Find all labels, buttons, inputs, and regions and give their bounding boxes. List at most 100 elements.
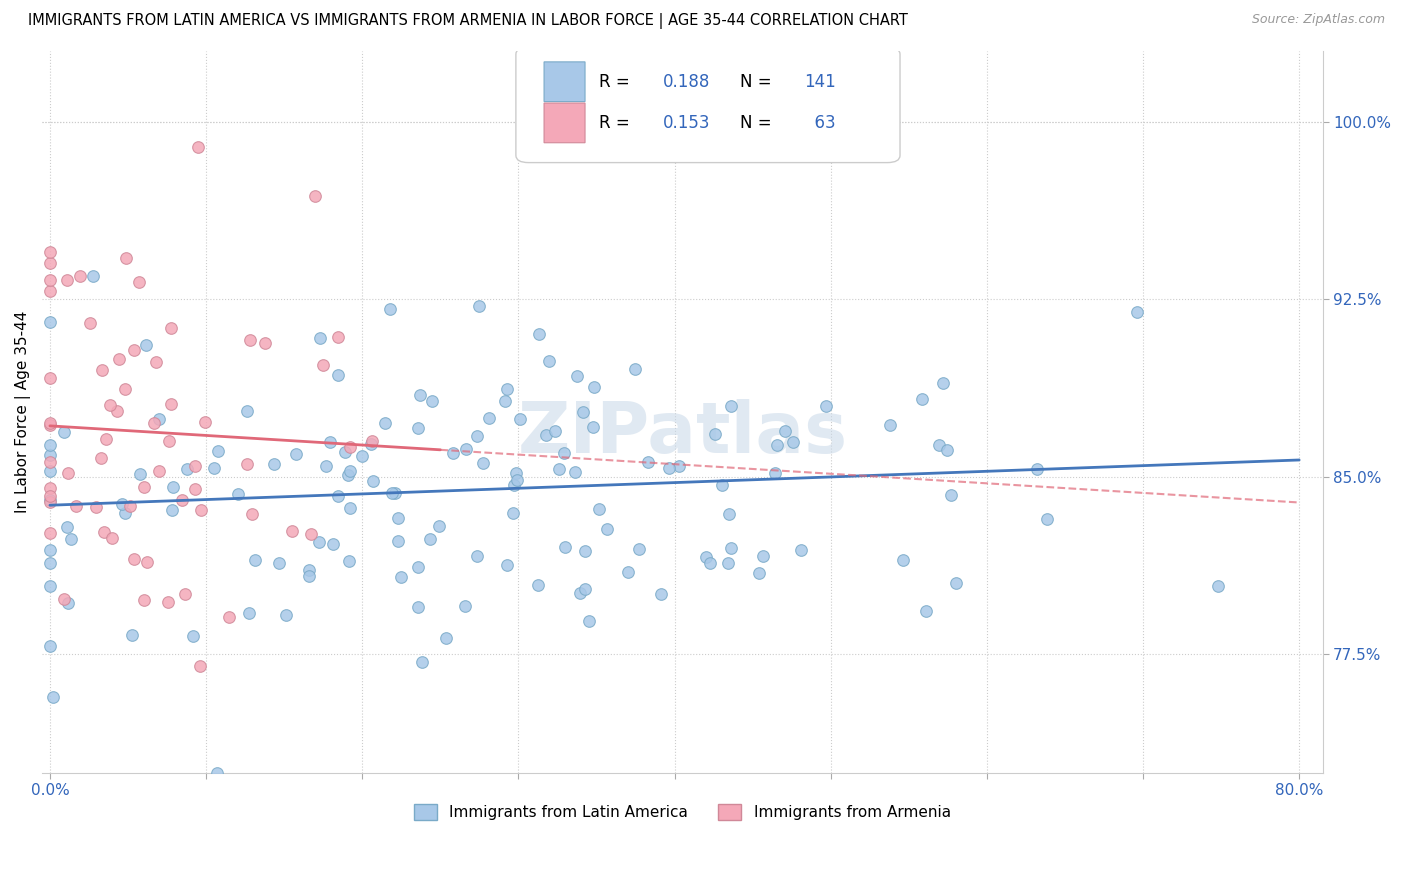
Point — [478, 411, 501, 425]
Point — [509, 412, 531, 426]
Point — [160, 503, 183, 517]
Point — [928, 438, 950, 452]
Point — [748, 566, 770, 581]
Point — [720, 541, 742, 555]
Point — [406, 421, 429, 435]
Point — [298, 568, 321, 582]
Point — [53, 425, 76, 440]
Point — [160, 321, 183, 335]
Point — [534, 427, 557, 442]
Point — [893, 553, 915, 567]
Point — [42, 690, 65, 704]
Point — [121, 628, 143, 642]
Point — [527, 327, 550, 342]
Point — [114, 506, 136, 520]
Point — [752, 549, 775, 563]
Point — [454, 442, 477, 457]
Point — [187, 140, 209, 154]
Point — [226, 487, 249, 501]
Point — [39, 640, 62, 654]
Point — [56, 596, 79, 610]
Point — [333, 445, 356, 459]
Point — [564, 465, 586, 479]
Point — [129, 467, 152, 481]
Text: N =: N = — [740, 73, 778, 91]
Point — [384, 486, 406, 500]
Point — [1036, 512, 1059, 526]
Point — [574, 582, 596, 596]
Point — [339, 500, 361, 515]
Point — [145, 354, 167, 368]
Point — [914, 604, 936, 618]
Point — [56, 273, 79, 287]
Point — [39, 455, 62, 469]
Point — [427, 518, 450, 533]
Point — [281, 524, 304, 538]
Point — [39, 370, 62, 384]
Point — [717, 556, 740, 570]
Point — [322, 537, 344, 551]
Point — [120, 500, 142, 514]
Text: ZIPatlas: ZIPatlas — [517, 399, 848, 468]
Point — [569, 586, 592, 600]
Point — [98, 398, 121, 412]
Point — [936, 442, 959, 457]
Point — [39, 448, 62, 462]
Point — [387, 534, 409, 549]
Point — [243, 552, 266, 566]
Point — [420, 393, 443, 408]
Point — [128, 276, 150, 290]
Y-axis label: In Labor Force | Age 35-44: In Labor Force | Age 35-44 — [15, 310, 31, 513]
Point — [572, 405, 595, 419]
Point — [105, 404, 128, 418]
Point — [86, 500, 108, 514]
Point — [502, 506, 524, 520]
Point — [650, 587, 672, 601]
Point — [337, 554, 360, 568]
Point — [39, 284, 62, 298]
Point — [308, 534, 330, 549]
Point — [176, 461, 198, 475]
Point — [406, 560, 429, 574]
Point — [172, 492, 194, 507]
Point — [39, 489, 62, 503]
Point — [578, 615, 600, 629]
Point — [181, 630, 204, 644]
Point — [945, 576, 967, 591]
Point — [157, 434, 180, 448]
Point — [454, 599, 477, 613]
Point — [637, 455, 659, 469]
Point — [284, 447, 307, 461]
Point — [336, 468, 359, 483]
Point — [69, 268, 91, 283]
Point — [554, 541, 576, 555]
Point — [39, 316, 62, 330]
Point — [548, 462, 571, 476]
Point — [360, 437, 382, 451]
Point — [236, 404, 259, 418]
Point — [1126, 305, 1149, 319]
Point — [263, 457, 285, 471]
Point — [339, 464, 361, 478]
Point — [596, 522, 619, 536]
Point — [703, 427, 725, 442]
Point — [65, 499, 87, 513]
Point — [468, 299, 491, 313]
Point — [717, 507, 740, 521]
Point — [183, 482, 205, 496]
Point — [409, 388, 432, 402]
Text: R =: R = — [599, 114, 636, 132]
Point — [658, 460, 681, 475]
Point — [419, 533, 441, 547]
Point — [267, 556, 290, 570]
Point — [207, 765, 229, 780]
Point — [782, 434, 804, 449]
Point — [39, 495, 62, 509]
Point — [190, 503, 212, 517]
Point — [790, 543, 813, 558]
Point — [763, 466, 786, 480]
Point — [339, 440, 361, 454]
Point — [91, 363, 114, 377]
Point — [699, 556, 721, 570]
Point — [82, 268, 104, 283]
